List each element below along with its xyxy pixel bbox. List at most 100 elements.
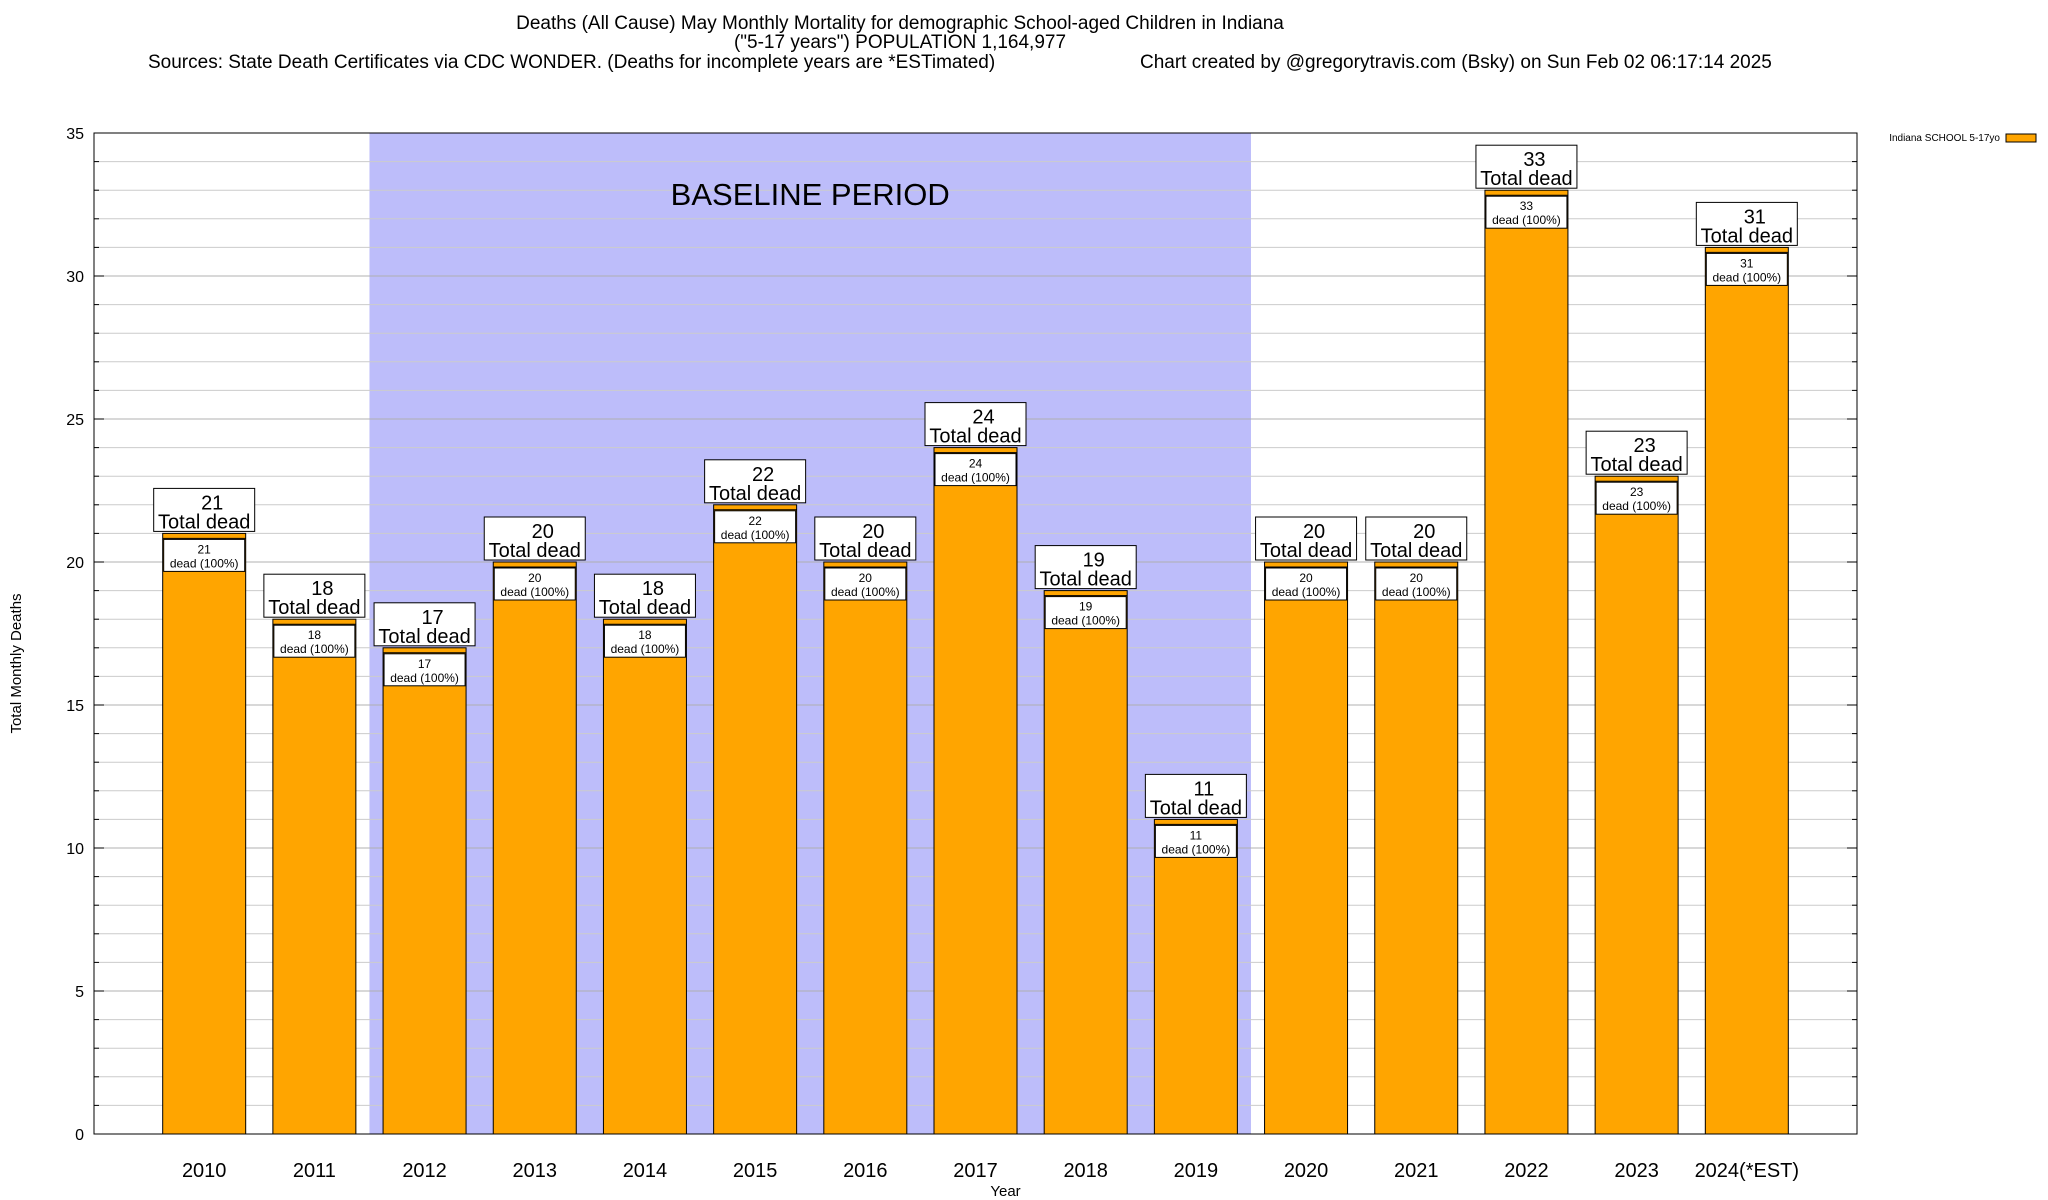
inner-label-box — [1595, 481, 1678, 515]
inner-value-label: 20 — [859, 571, 873, 585]
total-label-box — [1585, 430, 1688, 475]
inner-value-label: 18 — [308, 628, 322, 642]
inner-value-label: 20 — [1410, 571, 1424, 585]
bar — [602, 618, 687, 1135]
inner-label-box — [1375, 567, 1458, 601]
total-label-box — [153, 487, 256, 532]
total-value-label: 24 — [972, 407, 994, 429]
inner-label-box — [163, 538, 246, 572]
inner-dead-label: dead (100%) — [280, 642, 349, 656]
total-dead-label: Total dead — [599, 597, 691, 619]
total-value-label: 20 — [1413, 521, 1435, 543]
total-dead-label: Total dead — [378, 626, 470, 648]
bar — [1374, 561, 1459, 1135]
inner-label-box — [1265, 567, 1348, 601]
total-value-label: 19 — [1083, 550, 1105, 572]
inner-value-label: 19 — [1079, 600, 1093, 614]
inner-value-label: 18 — [638, 628, 652, 642]
total-label-box — [1365, 516, 1468, 561]
x-tick-label: 2023 — [1614, 1160, 1659, 1182]
inner-label-box — [1154, 824, 1237, 858]
inner-value-label: 21 — [198, 542, 212, 556]
total-value-label: 31 — [1744, 206, 1766, 228]
bar — [823, 561, 908, 1135]
inner-label-box — [824, 567, 907, 601]
x-tick-label: 2013 — [513, 1160, 558, 1182]
y-tick-label: 35 — [66, 126, 84, 143]
inner-dead-label: dead (100%) — [721, 528, 790, 542]
inner-label-box — [383, 653, 466, 687]
x-tick-label: 2015 — [733, 1160, 778, 1182]
inner-value-label: 20 — [1299, 571, 1313, 585]
total-value-label: 20 — [862, 521, 884, 543]
plot-frame — [93, 132, 1858, 1135]
inner-label-box — [273, 624, 356, 658]
inner-label-box — [1044, 596, 1127, 630]
inner-dead-label: dead (100%) — [1602, 499, 1671, 513]
total-label-box — [1034, 545, 1137, 590]
x-tick-label: 2024(*EST) — [1695, 1160, 1800, 1182]
inner-value-label: 17 — [418, 657, 432, 671]
x-tick-label: 2021 — [1394, 1160, 1439, 1182]
total-value-label: 18 — [642, 578, 664, 600]
total-value-label: 20 — [1303, 521, 1325, 543]
total-dead-label: Total dead — [1701, 225, 1793, 247]
inner-dead-label: dead (100%) — [390, 671, 459, 685]
total-label-box — [483, 516, 586, 561]
bar — [933, 447, 1018, 1135]
total-value-label: 21 — [201, 492, 223, 514]
chart-sources: Sources: State Death Certificates via CD… — [148, 52, 996, 73]
total-label-box — [1144, 773, 1247, 818]
inner-label-box — [603, 624, 686, 658]
inner-dead-label: dead (100%) — [500, 585, 569, 599]
total-value-label: 18 — [311, 578, 333, 600]
y-axis-label: Total Monthly Deaths — [8, 593, 25, 733]
total-label-box — [263, 573, 366, 618]
total-label-box — [924, 402, 1027, 447]
y-tick-label: 15 — [66, 698, 84, 715]
total-value-label: 11 — [1193, 778, 1214, 800]
inner-value-label: 31 — [1740, 256, 1754, 270]
bar — [1043, 590, 1128, 1135]
total-label-box — [1475, 144, 1578, 189]
inner-dead-label: dead (100%) — [1382, 585, 1451, 599]
total-value-label: 22 — [752, 464, 774, 486]
bar — [1594, 475, 1679, 1135]
inner-dead-label: dead (100%) — [611, 642, 680, 656]
bar — [1153, 818, 1238, 1135]
total-value-label: 23 — [1634, 435, 1656, 457]
total-dead-label: Total dead — [268, 597, 360, 619]
total-dead-label: Total dead — [1590, 454, 1682, 476]
x-tick-label: 2017 — [953, 1160, 998, 1182]
x-tick-label: 2019 — [1174, 1160, 1219, 1182]
total-label-box — [373, 602, 476, 647]
inner-value-label: 22 — [748, 514, 762, 528]
baseline-label: BASELINE PERIOD — [671, 177, 950, 212]
inner-dead-label: dead (100%) — [1712, 270, 1781, 284]
total-value-label: 17 — [421, 607, 443, 629]
chart-title: Deaths (All Cause) May Monthly Mortality… — [516, 13, 1284, 34]
inner-value-label: 20 — [528, 571, 542, 585]
bar — [492, 561, 577, 1135]
total-label-box — [704, 459, 807, 504]
inner-dead-label: dead (100%) — [831, 585, 900, 599]
inner-label-box — [493, 567, 576, 601]
total-dead-label: Total dead — [1150, 797, 1242, 819]
total-label-box — [814, 516, 917, 561]
bar — [272, 618, 357, 1135]
bar — [1484, 189, 1569, 1135]
x-tick-label: 2011 — [293, 1160, 336, 1182]
bar — [1704, 246, 1789, 1135]
bar — [382, 647, 467, 1135]
total-dead-label: Total dead — [1370, 540, 1462, 562]
total-value-label: 20 — [532, 521, 554, 543]
total-dead-label: Total dead — [1480, 168, 1572, 190]
inner-dead-label: dead (100%) — [1492, 213, 1561, 227]
x-tick-label: 2012 — [402, 1160, 447, 1182]
total-value-label: 33 — [1523, 149, 1545, 171]
y-tick-label: 20 — [66, 555, 84, 572]
x-tick-label: 2016 — [843, 1160, 888, 1182]
total-label-box — [1255, 516, 1358, 561]
inner-value-label: 33 — [1520, 199, 1534, 213]
total-dead-label: Total dead — [819, 540, 911, 562]
